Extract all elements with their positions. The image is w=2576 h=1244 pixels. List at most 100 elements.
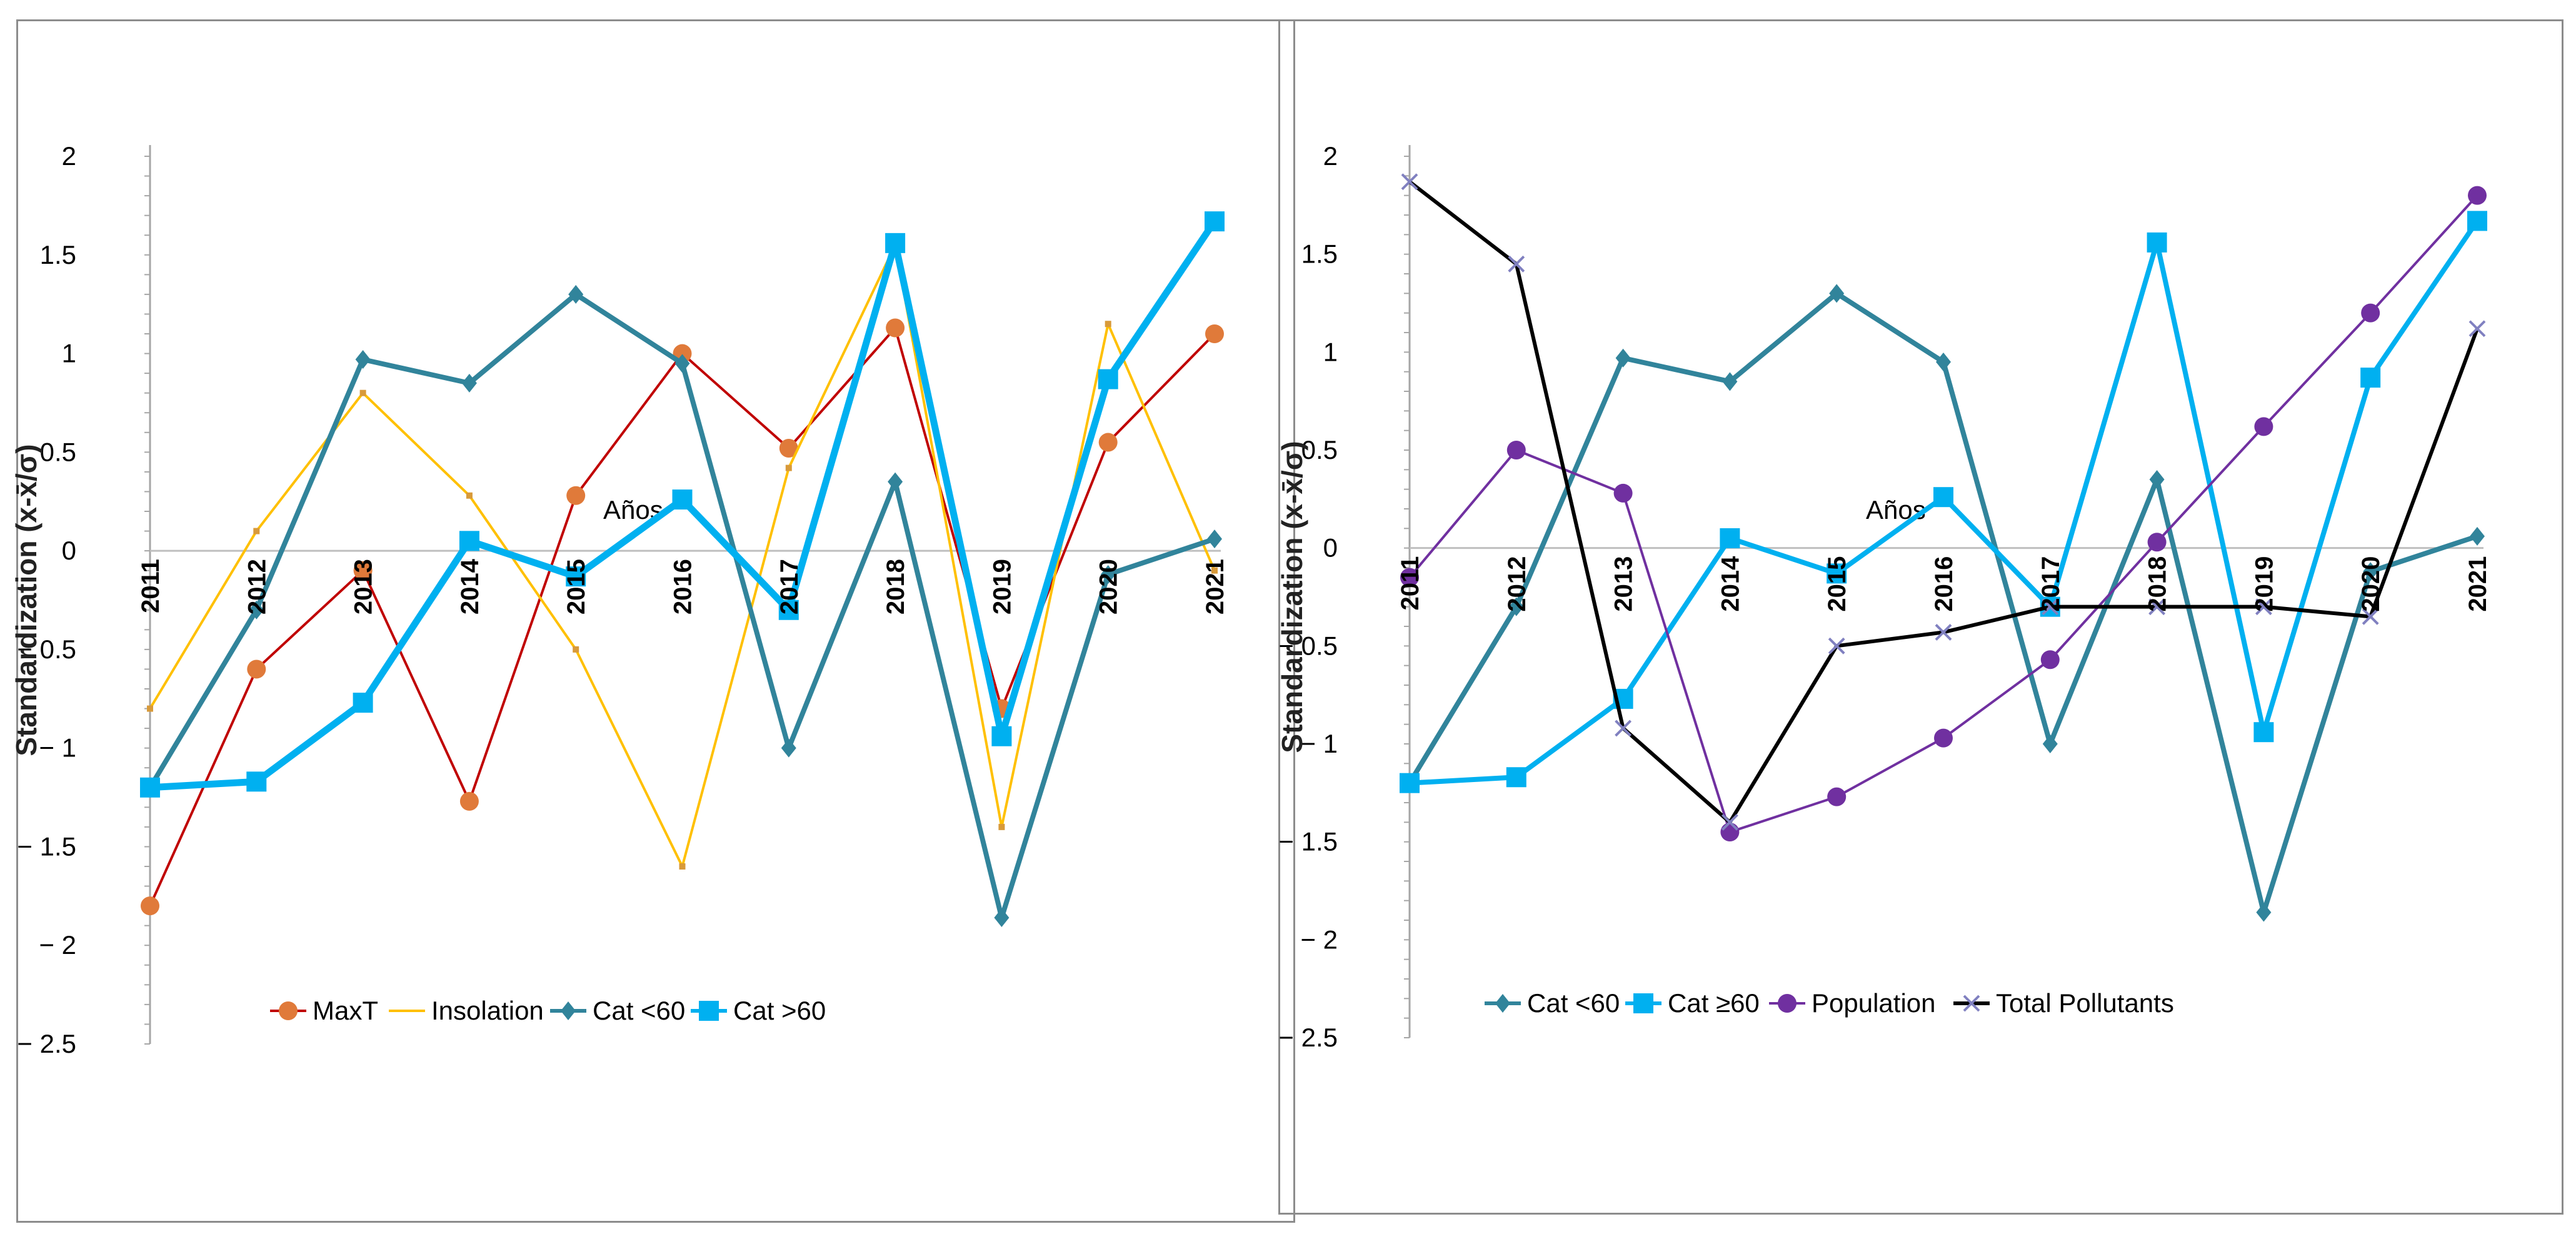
x-tick-label: 2017 [2037,556,2065,612]
x-tick-label: 2016 [1930,556,1958,612]
legend-item-cat-60: Cat ≥60 [1625,988,1760,1018]
population-point-10 [2468,186,2487,205]
population-point-4 [1827,787,1847,806]
chart-right: 2 1.5 1 0.5 0 − 0.5 − 1 − 1.5 − 2 − 2.5 Standardiz… [1276,141,2492,1052]
cat-60-point-7 [885,233,906,253]
cat-60-point-3 [459,531,479,551]
insolation-point-6 [785,464,792,471]
legend-label: Cat >60 [733,996,826,1025]
total-pollutants-point-3 [1721,813,1738,831]
y-tick-label: 2 [1323,141,1338,171]
x-tick-label: 2014 [456,558,484,614]
cat-60-point-9 [2360,368,2381,388]
legend-item-cat-60: Cat <60 [550,996,685,1025]
cat-60-point-6 [778,599,799,620]
total-pollutants-point-4 [1828,637,1845,655]
cat-60-point-9 [1100,564,1116,584]
series-cat-60 [1400,211,2487,793]
cat-60-point-10 [1207,529,1222,549]
cat-60-point-4 [1827,563,1847,584]
cat-60-point-8 [994,908,1010,928]
insolation-point-10 [1211,567,1218,574]
legend-swatch-point-0 [279,1001,298,1020]
legend-label: Total Pollutants [1996,988,2174,1018]
maxt-point-2 [353,561,373,580]
left-chart-frame [16,19,1295,1223]
x-tick-label: 2012 [1503,556,1531,612]
cat-60-point-8 [991,726,1012,746]
x-tick-label: 2015 [1823,556,1851,612]
population-point-5 [1934,728,1953,748]
cat-60-point-7 [2149,470,2165,489]
cat-60-point-9 [2363,562,2378,581]
legend-swatch-point-3 [699,1001,719,1021]
x-tick-label: 2019 [2250,556,2278,612]
y-tick-label: 1 [62,339,76,368]
x-tick-label: 2013 [1610,556,1638,612]
total-pollutants-point-9 [2362,608,2379,625]
x-tick-label: 2017 [776,559,803,614]
x-tick-label: 2018 [882,559,910,614]
cat-60-point-2 [353,693,373,713]
y-axis-label: Standardization (x-x̄/σ) [1276,441,1308,753]
total-pollutants-point-1 [1508,255,1525,273]
cat-60-point-5 [1933,487,1953,508]
insolation-point-1 [253,528,260,534]
y-tick-label: 1 [1323,337,1338,366]
x-tick-label: 2019 [988,559,1016,614]
y-tick-label: − 1.5 [17,831,76,861]
x-tick-label: 2014 [1716,556,1744,612]
total-pollutants-point-0 [1401,173,1418,191]
series-total-pollutants [1401,173,2486,831]
insolation-point-4 [573,646,579,653]
cat-60-point-1 [246,771,267,792]
population-point-8 [2254,417,2273,436]
maxt-point-1 [247,660,266,679]
total-pollutants-point-2 [1615,720,1632,737]
legend-item-maxt: MaxT [270,996,378,1025]
cat-60-point-10 [2470,526,2485,546]
legend-label: Insolation [431,996,544,1025]
legend-label: Cat <60 [593,996,685,1025]
legend-swatch-point-3 [1963,995,1980,1012]
legend-item-total-pollutants: Total Pollutants [1953,988,2174,1018]
x-axis-label: Años [1866,495,1926,524]
insolation-point-2 [359,389,366,396]
cat-60-point-4 [1829,284,1845,303]
y-tick-label: − 0.5 [1278,631,1338,660]
series-cat-60 [1402,284,2485,922]
y-tick-label: 0 [62,536,76,565]
cat-60-point-5 [672,489,693,510]
maxt-point-3 [459,791,479,811]
maxt-point-7 [886,318,905,338]
population-point-7 [2147,533,2167,552]
legend-swatch-point-0 [1495,994,1510,1013]
cat-60-point-10 [1205,211,1225,232]
y-tick-label: 1.5 [40,240,76,269]
x-tick-label: 2016 [669,559,697,614]
maxt-point-9 [1098,433,1118,452]
cat-60-point-7 [2147,232,2167,253]
insolation-point-5 [679,863,686,870]
chart-left: 2 1.5 1 0.5 0 − 0.5 − 1 − 1.5 − 2 − 2.5 Standardiz… [10,141,1229,1058]
cat-60-point-8 [2253,722,2274,743]
cat-60-point-3 [461,373,477,393]
y-tick-label: − 1.5 [1278,827,1338,856]
y-tick-label: − 1 [1300,729,1338,758]
cat-60-point-7 [888,472,903,491]
cat-60-point-1 [249,600,264,619]
cat-60-point-4 [566,566,586,587]
x-tick-label: 2020 [1095,559,1123,614]
population-point-0 [1400,568,1419,587]
maxt-point-4 [566,486,586,505]
y-tick-label: 0.5 [1301,435,1338,464]
legend-label: Cat <60 [1527,988,1620,1018]
x-tick-label: 2011 [137,559,164,613]
cat-60-point-0 [1400,773,1420,793]
cat-60-point-4 [568,284,584,304]
cat-60-point-5 [1936,353,1951,371]
cat-60-point-10 [2467,211,2487,231]
cat-60-point-5 [674,354,690,373]
cat-60-point-1 [1508,597,1524,616]
